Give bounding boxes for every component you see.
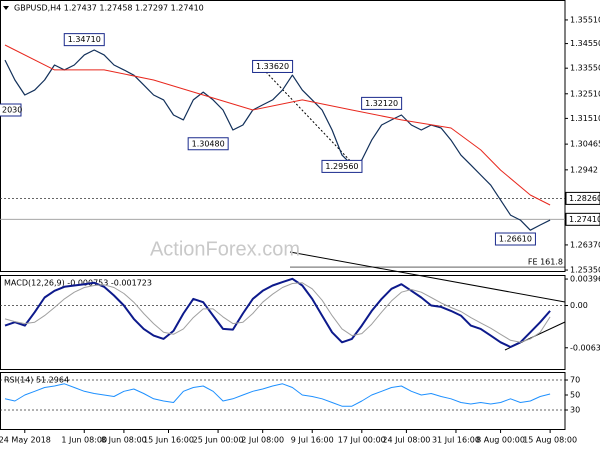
series-line — [4, 49, 551, 231]
level-label: 1.28260 — [569, 194, 600, 203]
level-label: 1.27410 — [569, 215, 600, 224]
y-tick-label: 70 — [570, 376, 580, 385]
x-tick-label: 2 Jul 08:00 — [241, 436, 284, 445]
y-tick-label: 1.32510 — [570, 89, 600, 98]
level-label-box — [565, 212, 600, 226]
annotation-label: 1.34710 — [68, 35, 101, 44]
annotation-box — [361, 96, 403, 110]
fe-label: FE 161.8 — [528, 258, 563, 267]
annotation-box — [0, 103, 22, 117]
panel-frame — [0, 372, 566, 430]
y-tick-label: 0.003964 — [570, 275, 600, 284]
y-tick-label: 30 — [570, 405, 580, 414]
annotation-box — [187, 137, 229, 151]
y-tick-label: 1.31510 — [570, 114, 600, 123]
x-tick-label: 17 Jul 00:00 — [338, 436, 386, 445]
watermark: ActionForex.com — [150, 238, 300, 260]
y-tick-label: 1.30465 — [570, 140, 600, 149]
annotation-box — [494, 232, 536, 246]
series-line — [4, 282, 551, 343]
x-tick-label: 25 Jun 00:00 — [193, 436, 244, 445]
annotation-label: 1.33620 — [256, 62, 289, 71]
x-tick-label: 31 Jul 16:00 — [432, 436, 480, 445]
x-tick-label: 8 Jun 08:00 — [101, 436, 147, 445]
x-tick-label: 24 May 2018 — [0, 436, 51, 445]
annotation-box — [252, 59, 294, 73]
y-tick-label: 1.2942 — [570, 165, 598, 174]
x-tick-label: 24 Jul 08:00 — [382, 436, 430, 445]
y-tick-label: 1.35510 — [570, 15, 600, 24]
y-tick-label: 1.34550 — [570, 39, 600, 48]
menu-icon — [3, 6, 9, 10]
panel-frame — [0, 0, 566, 272]
y-tick-label: 1.26370 — [570, 240, 600, 249]
y-tick-label: 50 — [570, 391, 580, 400]
y-tick-label: 1.33550 — [570, 64, 600, 73]
annotation-box — [63, 33, 105, 47]
series-line — [4, 383, 551, 407]
annotation-label: 1.26610 — [499, 235, 532, 244]
x-tick-label: 15 Jun 16:00 — [143, 436, 194, 445]
annotation-box — [321, 159, 363, 173]
annotation-label: 2030 — [2, 106, 22, 115]
y-tick-label: 0.00 — [570, 301, 588, 310]
y-tick-label: 1.25350 — [570, 266, 600, 275]
series-line — [4, 44, 551, 206]
y-tick-label: -0.006324 — [570, 343, 600, 352]
annotation-label: 1.32120 — [365, 99, 398, 108]
panel-frame — [0, 275, 566, 370]
macd-trend-line — [289, 251, 566, 303]
annotation-label: 1.29560 — [325, 162, 358, 171]
panel-title: GBPUSD,H4 1.27437 1.27458 1.27297 1.2741… — [14, 4, 204, 13]
level-label-box — [565, 191, 600, 205]
x-tick-label: 8 Aug 00:00 — [476, 436, 525, 445]
annotation-label: 1.30480 — [192, 139, 225, 148]
x-tick-label: 15 Aug 08:00 — [523, 436, 577, 445]
panel-title: MACD(12,26,9) -0.000753 -0.001723 — [4, 279, 152, 288]
series-line — [4, 277, 551, 348]
x-tick-label: 9 Jul 16:00 — [291, 436, 334, 445]
x-tick-label: 1 Jun 08:00 — [61, 436, 107, 445]
